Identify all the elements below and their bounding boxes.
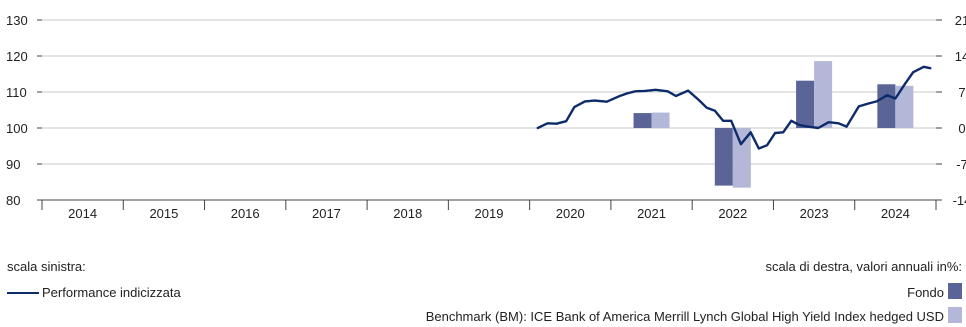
x-tick-label: 2020 xyxy=(556,206,585,220)
x-tick-label: 2017 xyxy=(312,206,341,220)
bar-fund xyxy=(796,80,815,128)
x-tick-label: 2021 xyxy=(637,206,666,220)
x-tick-label: 2022 xyxy=(718,206,747,220)
bars xyxy=(633,61,914,188)
right-tick-label: 14 xyxy=(955,49,966,64)
x-tick-label: 2018 xyxy=(393,206,422,220)
legend-fund-label: Fondo xyxy=(907,285,944,300)
right-tick-label: 21 xyxy=(955,13,966,28)
left-tick-label: 100 xyxy=(6,121,28,136)
bar-benchmark xyxy=(895,85,914,128)
right-tick-label: -7 xyxy=(956,157,966,172)
left-tick-label: 90 xyxy=(6,157,20,172)
x-tick-label: 2014 xyxy=(68,206,97,220)
chart: 80 90 100 110 120 130 -14 -7 0 7 14 21 2014 2015 2016 2… xyxy=(6,13,966,220)
performance-line xyxy=(536,65,932,150)
performance-line-layer xyxy=(536,65,932,150)
bar-benchmark xyxy=(651,112,670,128)
legend-line-swatch xyxy=(7,292,39,294)
right-tick-label: 7 xyxy=(958,85,965,100)
right-tick-label: -14 xyxy=(953,193,966,208)
legend-fund-swatch xyxy=(948,283,962,299)
legend-benchmark-swatch xyxy=(948,307,962,323)
bar-benchmark xyxy=(732,128,751,188)
axes xyxy=(37,19,942,210)
right-tick-label: 0 xyxy=(958,121,965,136)
x-tick-label: 2019 xyxy=(475,206,504,220)
legend-line-label: Performance indicizzata xyxy=(42,285,181,300)
x-tick-label: 2015 xyxy=(149,206,178,220)
left-tick-label: 130 xyxy=(6,13,28,28)
tick-labels: 80 90 100 110 120 130 -14 -7 0 7 14 21 2014 2015 2016 2… xyxy=(6,13,966,220)
bar-fund xyxy=(877,84,896,128)
left-tick-label: 80 xyxy=(6,193,20,208)
legend-benchmark-label: Benchmark (BM): ICE Bank of America Merr… xyxy=(425,309,944,324)
x-tick-label: 2024 xyxy=(881,206,910,220)
bar-benchmark xyxy=(814,61,833,129)
bar-fund xyxy=(633,113,652,128)
legend-right-scale-label: scala di destra, valori annuali in%: xyxy=(765,259,962,274)
bar-fund xyxy=(714,128,733,186)
legend-left-scale-label: scala sinistra: xyxy=(7,259,86,274)
x-tick-label: 2023 xyxy=(800,206,829,220)
left-tick-label: 110 xyxy=(6,85,27,100)
x-tick-label: 2016 xyxy=(231,206,260,220)
left-tick-label: 120 xyxy=(6,49,28,64)
